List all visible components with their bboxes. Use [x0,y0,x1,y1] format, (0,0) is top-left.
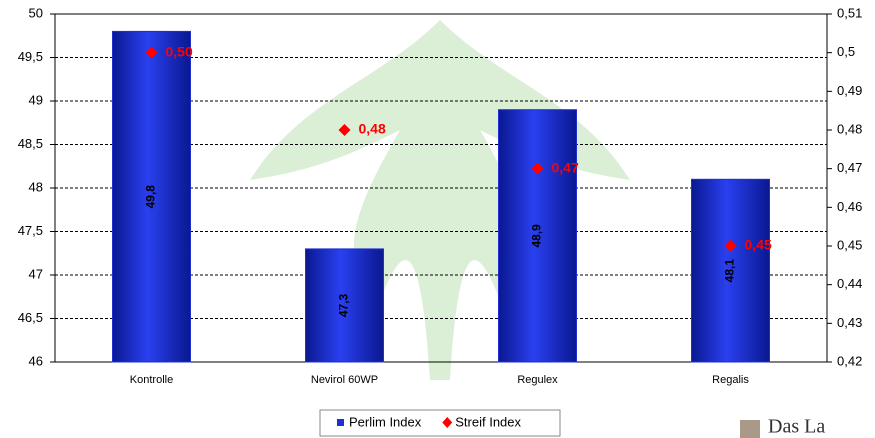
x-tick-label: Nevirol 60WP [311,374,378,386]
x-tick-label: Kontrolle [130,374,173,386]
logo-text: Das La [768,416,825,438]
logo-icon [740,420,760,438]
legend-label: Streif Index [455,414,521,429]
y2-tick-label: 0,45 [837,237,862,252]
y-tick-label: 48 [29,179,43,194]
y-tick-label: 49 [29,92,43,107]
y-tick-label: 46 [29,353,43,368]
y-tick-label: 49,5 [18,49,43,64]
point-value-label: 0,47 [552,159,579,175]
y2-tick-label: 0,51 [837,5,862,20]
legend-swatch [337,419,344,426]
y2-tick-label: 0,42 [837,353,862,368]
bar-value-label: 49,8 [144,185,158,209]
bar-value-label: 48,1 [723,259,737,283]
y-tick-label: 46,5 [18,310,43,325]
logo: Das La [740,416,825,438]
y-tick-label: 48,5 [18,136,43,151]
legend-label: Perlim Index [349,414,422,429]
point-value-label: 0,45 [745,237,772,253]
y-tick-label: 47 [29,266,43,281]
chart: Das La 46 46,5 47 47,5 48 48,5 49 49,5 50 0,42 0,4… [0,0,875,438]
y-tick-label: 47,5 [18,223,43,238]
y2-tick-label: 0,43 [837,315,862,330]
y2-tick-label: 0,48 [837,121,862,136]
bar-value-label: 48,9 [530,224,544,248]
y2-tick-label: 0,5 [837,44,855,59]
bar-value-label: 47,3 [337,293,351,317]
x-tick-label: Regalis [712,374,749,386]
y2-tick-label: 0,49 [837,83,862,98]
point-value-label: 0,50 [166,43,193,59]
y2-tick-label: 0,47 [837,160,862,175]
y2-tick-label: 0,44 [837,276,862,291]
y-tick-label: 50 [29,5,43,20]
y2-tick-label: 0,46 [837,199,862,214]
x-tick-label: Regulex [517,374,558,386]
point-value-label: 0,48 [359,121,386,137]
